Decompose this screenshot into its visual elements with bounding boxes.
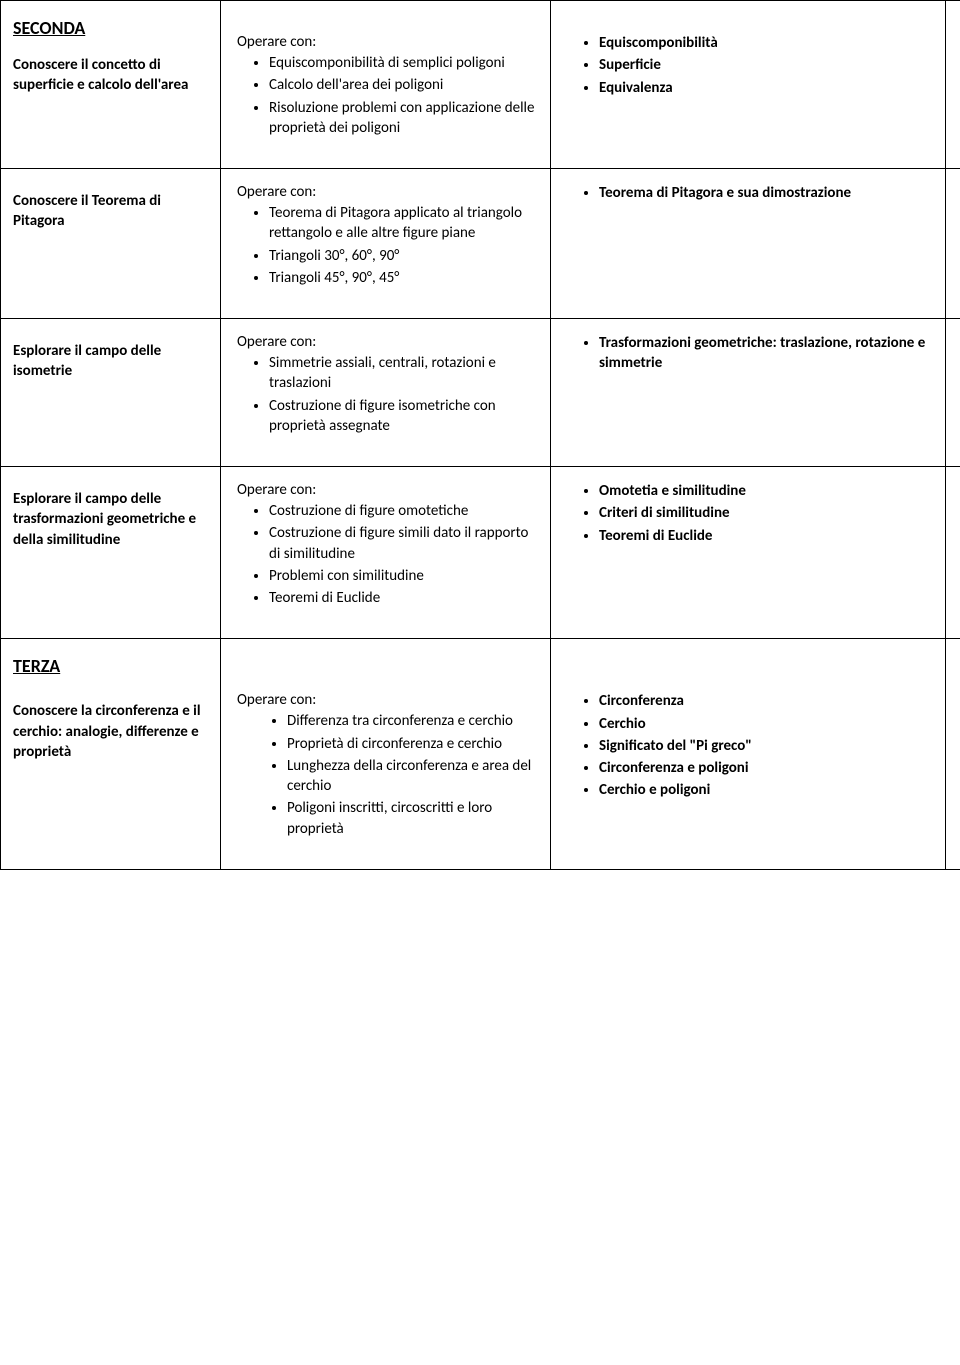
list-item: Circonferenza (599, 691, 935, 711)
objective-text: Conoscere il Teorema di Pitagora (13, 191, 210, 232)
list-item: Teoremi di Euclide (599, 526, 935, 546)
section-title-terza: TERZA (13, 655, 210, 677)
table-row: TERZA Conoscere la circonferenza e il ce… (1, 639, 960, 870)
list-item: Triangoli 30°, 60°, 90° (269, 246, 540, 266)
list-item: Teorema di Pitagora applicato al triango… (269, 203, 540, 244)
list-item: Equiscomponibilità di semplici poligoni (269, 53, 540, 73)
table-row: SECONDA Conoscere il concetto di superfi… (1, 1, 960, 169)
operate-lead: Operare con: (237, 333, 540, 351)
knowledge-list: Teorema di Pitagora e sua dimostrazione (561, 183, 935, 203)
objective-text: Esplorare il campo delle isometrie (13, 341, 210, 382)
spacer-cell (946, 639, 960, 870)
table-row: Esplorare il campo delle isometrie Opera… (1, 319, 960, 467)
table-row: Esplorare il campo delle trasformazioni … (1, 467, 960, 639)
list-item: Cerchio (599, 714, 935, 734)
list-item: Teorema di Pitagora e sua dimostrazione (599, 183, 935, 203)
list-item: Lunghezza della circonferenza e area del… (287, 756, 540, 797)
operate-list: Simmetrie assiali, centrali, rotazioni e… (231, 353, 540, 436)
list-item: Significato del "Pi greco" (599, 736, 935, 756)
list-item: Teoremi di Euclide (269, 588, 540, 608)
knowledge-list: Trasformazioni geometriche: traslazione,… (561, 333, 935, 374)
list-item: Calcolo dell'area dei poligoni (269, 75, 540, 95)
operate-lead: Operare con: (237, 33, 540, 51)
spacer-cell (946, 169, 960, 319)
operate-list: Equiscomponibilità di semplici poligoni … (231, 53, 540, 138)
list-item: Costruzione di figure simili dato il rap… (269, 523, 540, 564)
list-item: Criteri di similitudine (599, 503, 935, 523)
operate-list: Costruzione di figure omotetiche Costruz… (231, 501, 540, 608)
list-item: Cerchio e poligoni (599, 780, 935, 800)
operate-lead: Operare con: (237, 691, 540, 709)
list-item: Equivalenza (599, 78, 935, 98)
list-item: Simmetrie assiali, centrali, rotazioni e… (269, 353, 540, 394)
list-item: Risoluzione problemi con applicazione de… (269, 98, 540, 139)
list-item: Costruzione di figure omotetiche (269, 501, 540, 521)
knowledge-list: Omotetia e similitudine Criteri di simil… (561, 481, 935, 546)
objective-text: Esplorare il campo delle trasformazioni … (13, 489, 210, 550)
list-item: Triangoli 45°, 90°, 45° (269, 268, 540, 288)
list-item: Proprietà di circonferenza e cerchio (287, 734, 540, 754)
objective-text: Conoscere il concetto di superficie e ca… (13, 55, 210, 96)
operate-lead: Operare con: (237, 183, 540, 201)
list-item: Omotetia e similitudine (599, 481, 935, 501)
list-item: Equiscomponibilità (599, 33, 935, 53)
operate-list: Teorema di Pitagora applicato al triango… (231, 203, 540, 288)
list-item: Differenza tra circonferenza e cerchio (287, 711, 540, 731)
objective-text: Conoscere la circonferenza e il cerchio:… (13, 701, 210, 762)
knowledge-list: Circonferenza Cerchio Significato del "P… (561, 691, 935, 800)
list-item: Circonferenza e poligoni (599, 758, 935, 778)
spacer-cell (946, 319, 960, 467)
list-item: Problemi con similitudine (269, 566, 540, 586)
spacer-cell (946, 467, 960, 639)
knowledge-list: Equiscomponibilità Superficie Equivalenz… (561, 33, 935, 98)
operate-lead: Operare con: (237, 481, 540, 499)
section-title-seconda: SECONDA (13, 17, 210, 39)
list-item: Costruzione di figure isometriche con pr… (269, 396, 540, 437)
list-item: Poligoni inscritti, circoscritti e loro … (287, 798, 540, 839)
operate-list: Differenza tra circonferenza e cerchio P… (231, 711, 540, 839)
curriculum-table: SECONDA Conoscere il concetto di superfi… (0, 0, 960, 870)
table-row: Conoscere il Teorema di Pitagora Operare… (1, 169, 960, 319)
spacer-cell (946, 1, 960, 169)
list-item: Trasformazioni geometriche: traslazione,… (599, 333, 935, 374)
list-item: Superficie (599, 55, 935, 75)
